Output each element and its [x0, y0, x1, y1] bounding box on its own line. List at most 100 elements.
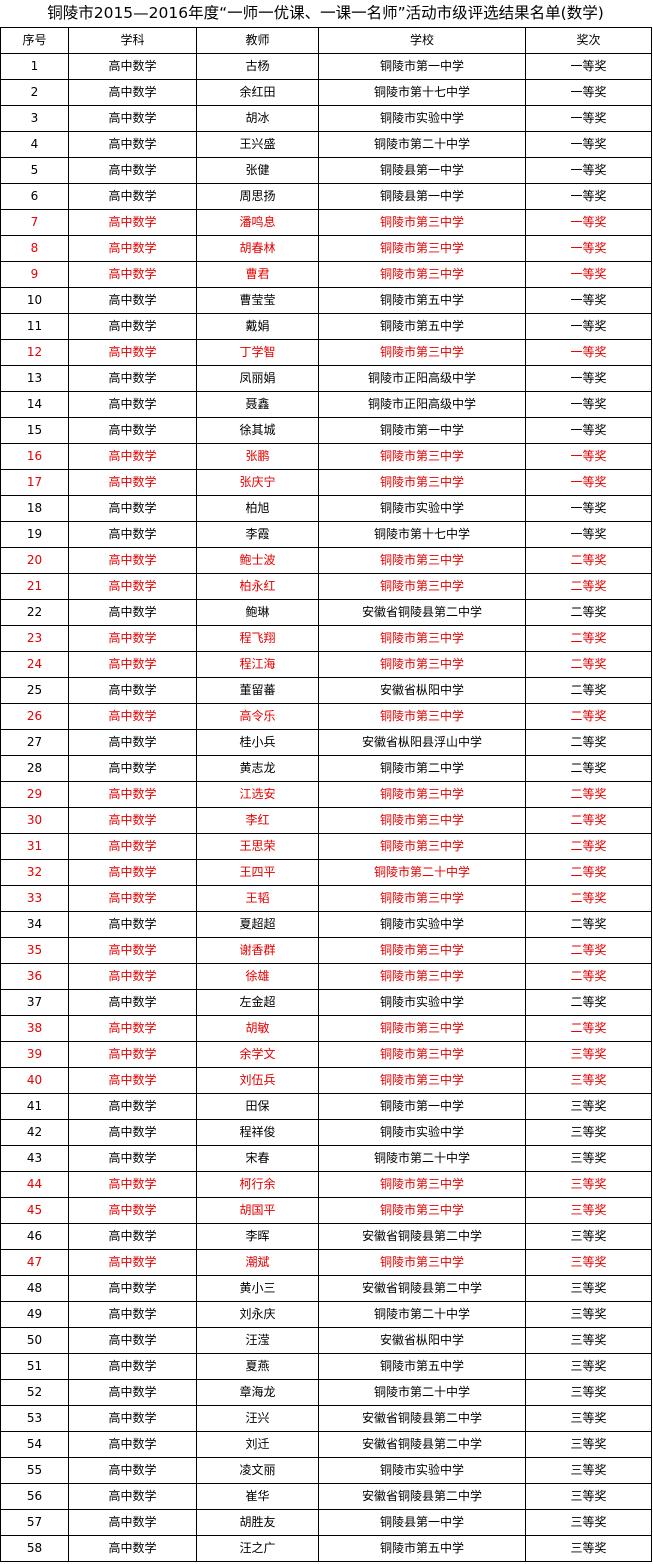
cell-teacher: 刘永庆 [196, 1301, 319, 1328]
cell-school: 铜陵市第三中学 [318, 963, 526, 990]
cell-subject: 高中数学 [68, 1457, 197, 1484]
cell-no: 49 [0, 1301, 69, 1328]
cell-school: 铜陵市第三中学 [318, 833, 526, 860]
cell-subject: 高中数学 [68, 391, 197, 418]
table-row: 5 高中数学 张健 铜陵县第一中学 一等奖 [0, 157, 652, 184]
table-row: 51 高中数学 夏燕 铜陵市第五中学 三等奖 [0, 1353, 652, 1380]
cell-teacher: 胡春林 [196, 235, 319, 262]
cell-school: 铜陵市第一中学 [318, 53, 526, 80]
cell-subject: 高中数学 [68, 1275, 197, 1302]
table-row: 35 高中数学 谢香群 铜陵市第三中学 二等奖 [0, 937, 652, 964]
cell-teacher: 左金超 [196, 989, 319, 1016]
cell-teacher: 高令乐 [196, 703, 319, 730]
cell-award: 三等奖 [525, 1509, 652, 1536]
cell-no: 14 [0, 391, 69, 418]
cell-school: 安徽省铜陵县第二中学 [318, 1223, 526, 1250]
cell-school: 铜陵市第三中学 [318, 235, 526, 262]
cell-no: 50 [0, 1327, 69, 1354]
cell-no: 5 [0, 157, 69, 184]
table-row: 19 高中数学 李霞 铜陵市第十七中学 一等奖 [0, 521, 652, 548]
cell-no: 42 [0, 1119, 69, 1146]
cell-school: 铜陵市第二十中学 [318, 1301, 526, 1328]
table-row: 27 高中数学 桂小兵 安徽省枞阳县浮山中学 二等奖 [0, 729, 652, 756]
table-row: 12 高中数学 丁学智 铜陵市第三中学 一等奖 [0, 339, 652, 366]
cell-subject: 高中数学 [68, 1171, 197, 1198]
cell-subject: 高中数学 [68, 1379, 197, 1406]
table-row: 16 高中数学 张鹏 铜陵市第三中学 一等奖 [0, 443, 652, 470]
cell-school: 铜陵市第三中学 [318, 547, 526, 574]
cell-school: 铜陵市第三中学 [318, 703, 526, 730]
cell-award: 二等奖 [525, 937, 652, 964]
cell-teacher: 黄志龙 [196, 755, 319, 782]
cell-no: 13 [0, 365, 69, 392]
cell-school: 安徽省铜陵县第二中学 [318, 1405, 526, 1432]
table-row: 17 高中数学 张庆宁 铜陵市第三中学 一等奖 [0, 469, 652, 496]
cell-school: 铜陵县第一中学 [318, 157, 526, 184]
cell-school: 铜陵市第三中学 [318, 469, 526, 496]
table-row: 26 高中数学 高令乐 铜陵市第三中学 二等奖 [0, 703, 652, 730]
cell-school: 铜陵市第五中学 [318, 1353, 526, 1380]
cell-no: 3 [0, 105, 69, 132]
cell-no: 2 [0, 79, 69, 106]
cell-teacher: 张鹏 [196, 443, 319, 470]
cell-school: 铜陵市第三中学 [318, 1171, 526, 1198]
cell-subject: 高中数学 [68, 1223, 197, 1250]
cell-no: 34 [0, 911, 69, 938]
cell-no: 11 [0, 313, 69, 340]
table-row: 36 高中数学 徐雄 铜陵市第三中学 二等奖 [0, 963, 652, 990]
cell-award: 三等奖 [525, 1275, 652, 1302]
cell-no: 36 [0, 963, 69, 990]
cell-award: 一等奖 [525, 287, 652, 314]
cell-no: 40 [0, 1067, 69, 1094]
cell-subject: 高中数学 [68, 235, 197, 262]
cell-subject: 高中数学 [68, 703, 197, 730]
cell-subject: 高中数学 [68, 937, 197, 964]
cell-subject: 高中数学 [68, 209, 197, 236]
cell-subject: 高中数学 [68, 911, 197, 938]
cell-subject: 高中数学 [68, 547, 197, 574]
cell-teacher: 鲍士波 [196, 547, 319, 574]
cell-award: 二等奖 [525, 651, 652, 678]
cell-school: 安徽省枞阳中学 [318, 677, 526, 704]
table-row: 14 高中数学 聂鑫 铜陵市正阳高级中学 一等奖 [0, 391, 652, 418]
cell-school: 铜陵市第二十中学 [318, 1379, 526, 1406]
cell-teacher: 程飞翔 [196, 625, 319, 652]
cell-subject: 高中数学 [68, 729, 197, 756]
cell-teacher: 汪兴 [196, 1405, 319, 1432]
cell-school: 铜陵市正阳高级中学 [318, 365, 526, 392]
cell-subject: 高中数学 [68, 105, 197, 132]
cell-teacher: 张健 [196, 157, 319, 184]
cell-teacher: 汪滢 [196, 1327, 319, 1354]
cell-teacher: 周思扬 [196, 183, 319, 210]
table-row: 48 高中数学 黄小三 安徽省铜陵县第二中学 三等奖 [0, 1275, 652, 1302]
cell-award: 二等奖 [525, 547, 652, 574]
cell-subject: 高中数学 [68, 365, 197, 392]
cell-award: 三等奖 [525, 1223, 652, 1250]
cell-teacher: 章海龙 [196, 1379, 319, 1406]
cell-school: 安徽省枞阳县浮山中学 [318, 729, 526, 756]
cell-subject: 高中数学 [68, 755, 197, 782]
cell-no: 51 [0, 1353, 69, 1380]
table-row: 58 高中数学 汪之广 铜陵市第五中学 三等奖 [0, 1535, 652, 1562]
cell-school: 铜陵市第三中学 [318, 1249, 526, 1276]
cell-no: 44 [0, 1171, 69, 1198]
cell-school: 铜陵县第一中学 [318, 1509, 526, 1536]
cell-award: 一等奖 [525, 313, 652, 340]
table-row: 53 高中数学 汪兴 安徽省铜陵县第二中学 三等奖 [0, 1405, 652, 1432]
cell-teacher: 黄小三 [196, 1275, 319, 1302]
cell-teacher: 刘伍兵 [196, 1067, 319, 1094]
cell-teacher: 聂鑫 [196, 391, 319, 418]
table-row: 3 高中数学 胡冰 铜陵市实验中学 一等奖 [0, 105, 652, 132]
cell-award: 三等奖 [525, 1041, 652, 1068]
cell-subject: 高中数学 [68, 1301, 197, 1328]
cell-school: 铜陵市第三中学 [318, 625, 526, 652]
cell-teacher: 李红 [196, 807, 319, 834]
cell-subject: 高中数学 [68, 131, 197, 158]
cell-teacher: 董留蕃 [196, 677, 319, 704]
cell-teacher: 徐其城 [196, 417, 319, 444]
table-row: 43 高中数学 宋春 铜陵市第二十中学 三等奖 [0, 1145, 652, 1172]
table-row: 28 高中数学 黄志龙 铜陵市第二中学 二等奖 [0, 755, 652, 782]
cell-subject: 高中数学 [68, 1093, 197, 1120]
cell-subject: 高中数学 [68, 885, 197, 912]
